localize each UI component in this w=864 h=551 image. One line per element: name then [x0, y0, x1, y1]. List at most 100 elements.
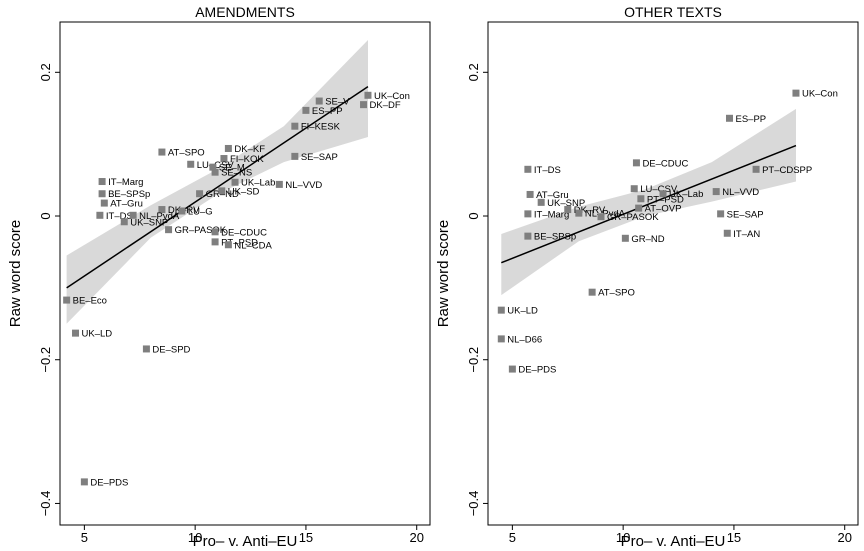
point-label: PT–CDSPP: [762, 165, 812, 176]
data-point: [597, 213, 605, 221]
data-point: [752, 165, 760, 173]
y-tick-label: −0.4: [466, 491, 481, 517]
data-point: [120, 218, 128, 226]
data-point: [220, 155, 228, 163]
point-label: NL–VVD: [722, 187, 759, 198]
point-label: NL–D66: [507, 334, 542, 345]
point-label: SE–NS: [221, 168, 252, 179]
point-label: UK–LD: [507, 306, 538, 317]
data-point: [632, 159, 640, 167]
x-tick-label: 15: [299, 530, 313, 545]
data-point: [142, 345, 150, 353]
y-tick-label: 0.2: [38, 63, 53, 81]
point-label: SE–SAP: [301, 152, 338, 163]
panel-title: AMENDMENTS: [195, 4, 295, 20]
data-point: [537, 198, 545, 206]
data-point: [231, 178, 239, 186]
point-label: AT–OVP: [645, 204, 682, 215]
data-point: [364, 91, 372, 99]
point-label: SE–V: [325, 97, 350, 108]
point-label: IT–Marg: [534, 209, 569, 220]
data-point: [178, 207, 186, 215]
point-label: DE–SPD: [152, 344, 190, 355]
point-label: DK–DF: [370, 100, 401, 111]
data-point: [63, 296, 71, 304]
point-label: ES–PP: [312, 106, 343, 117]
y-tick-label: −0.2: [466, 347, 481, 373]
data-point: [218, 187, 226, 195]
x-tick-label: 5: [81, 530, 88, 545]
data-point: [196, 190, 204, 198]
point-label: IT–DS: [534, 165, 561, 176]
data-point: [224, 144, 232, 152]
point-label: UK–Lab: [241, 178, 275, 189]
point-label: BE–SPSp: [534, 232, 576, 243]
point-label: FI–KESK: [301, 122, 341, 133]
data-point: [211, 238, 219, 246]
point-label: DK–RV: [574, 205, 606, 216]
point-label: BE–Eco: [73, 296, 107, 307]
data-point: [630, 185, 638, 193]
point-label: AT–Gru: [110, 199, 143, 210]
point-label: LU–CSV: [640, 184, 678, 195]
point-label: ES–PP: [735, 114, 766, 125]
point-label: GR–PASOK: [607, 212, 659, 223]
point-label: UK–Lab: [669, 189, 703, 200]
data-point: [635, 204, 643, 212]
data-point: [211, 228, 219, 236]
point-label: DE–PDS: [90, 477, 128, 488]
x-tick-label: 20: [837, 530, 851, 545]
y-tick-label: −0.2: [38, 347, 53, 373]
data-point: [165, 226, 173, 234]
data-point: [129, 211, 137, 219]
data-point: [717, 210, 725, 218]
point-label: NL–CDA: [234, 240, 272, 251]
point-label: NL–PvdA: [585, 209, 626, 220]
data-point: [72, 329, 80, 337]
y-tick-label: 0.2: [466, 63, 481, 81]
confidence-band: [66, 40, 368, 324]
data-point: [712, 188, 720, 196]
panel-title: OTHER TEXTS: [624, 4, 722, 20]
point-label: LU–G: [188, 206, 213, 217]
data-point: [621, 234, 629, 242]
point-label: AT–SPO: [598, 288, 635, 299]
x-tick-label: 5: [509, 530, 516, 545]
data-point: [588, 288, 596, 296]
data-point: [508, 365, 516, 373]
data-point: [209, 163, 217, 171]
point-label: IT–DS: [106, 211, 133, 222]
data-point: [98, 178, 106, 186]
data-point: [302, 106, 310, 114]
data-point: [100, 199, 108, 207]
point-label: UK–SD: [228, 186, 260, 197]
other-texts-panel: UK–Con ES–PP PT–CDSPP DE–CDUC IT–DS LU–CSV AT–…: [435, 4, 859, 550]
point-label: AT–Gru: [536, 190, 569, 201]
regression-line: [66, 86, 369, 289]
plot-frame: [59, 21, 431, 526]
point-label: UK–SNP: [130, 217, 168, 228]
data-point: [211, 168, 219, 176]
x-axis-label: Pro– v. Anti–EU: [193, 533, 298, 550]
point-label: IT–Marg: [108, 177, 143, 188]
data-point: [524, 210, 532, 218]
data-point: [275, 180, 283, 188]
y-axis-label: Raw word score: [435, 220, 452, 328]
data-point: [80, 478, 88, 486]
data-point: [637, 195, 645, 203]
data-point: [497, 306, 505, 314]
data-point: [497, 335, 505, 343]
data-point: [96, 211, 104, 219]
data-point: [315, 97, 323, 105]
point-label: UK–Con: [374, 91, 410, 102]
data-point: [224, 241, 232, 249]
point-label: GR–ND: [631, 234, 664, 245]
data-point: [575, 209, 583, 217]
regression-line: [501, 144, 797, 264]
data-point: [723, 229, 731, 237]
plot-frame: [487, 21, 859, 526]
point-label: DE–CDUC: [642, 158, 688, 169]
data-point: [524, 165, 532, 173]
